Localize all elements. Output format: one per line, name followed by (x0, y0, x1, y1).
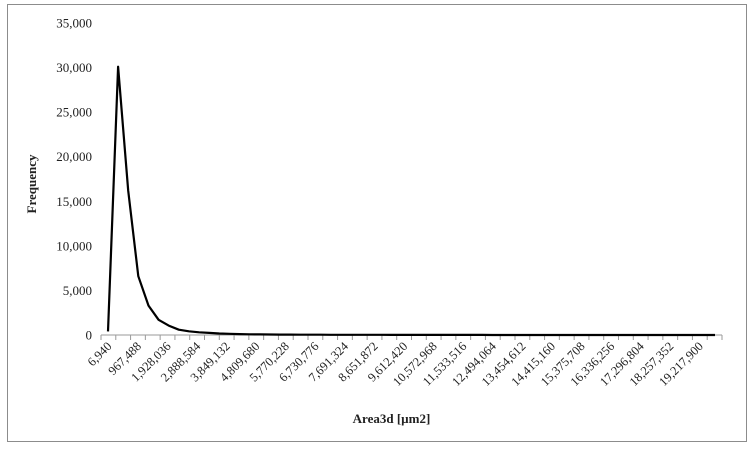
y-tick-label: 30,000 (56, 60, 92, 75)
y-tick-label: 5,000 (63, 283, 92, 298)
y-tick-label: 20,000 (56, 149, 92, 164)
series-line (106, 65, 715, 337)
y-tick-label: 35,000 (56, 16, 92, 31)
y-tick-label: 0 (86, 328, 93, 343)
x-axis-title: Area3d [µm2] (353, 411, 431, 426)
y-tick-label: 25,000 (56, 105, 92, 120)
x-axis-ticks: 6,940967,4881,928,0362,888,5843,849,1324… (85, 335, 723, 389)
line-chart: 0 5,000 10,000 15,000 20,000 25,000 30,000 35,0… (24, 16, 723, 426)
y-axis-title: Frequency (24, 154, 39, 213)
chart-frame: 0 5,000 10,000 15,000 20,000 25,000 30,000 35,0… (7, 4, 747, 442)
y-tick-label: 10,000 (56, 238, 92, 253)
y-tick-label: 15,000 (56, 194, 92, 209)
y-axis-ticks: 0 5,000 10,000 15,000 20,000 25,000 30,000 35,0… (56, 16, 92, 343)
